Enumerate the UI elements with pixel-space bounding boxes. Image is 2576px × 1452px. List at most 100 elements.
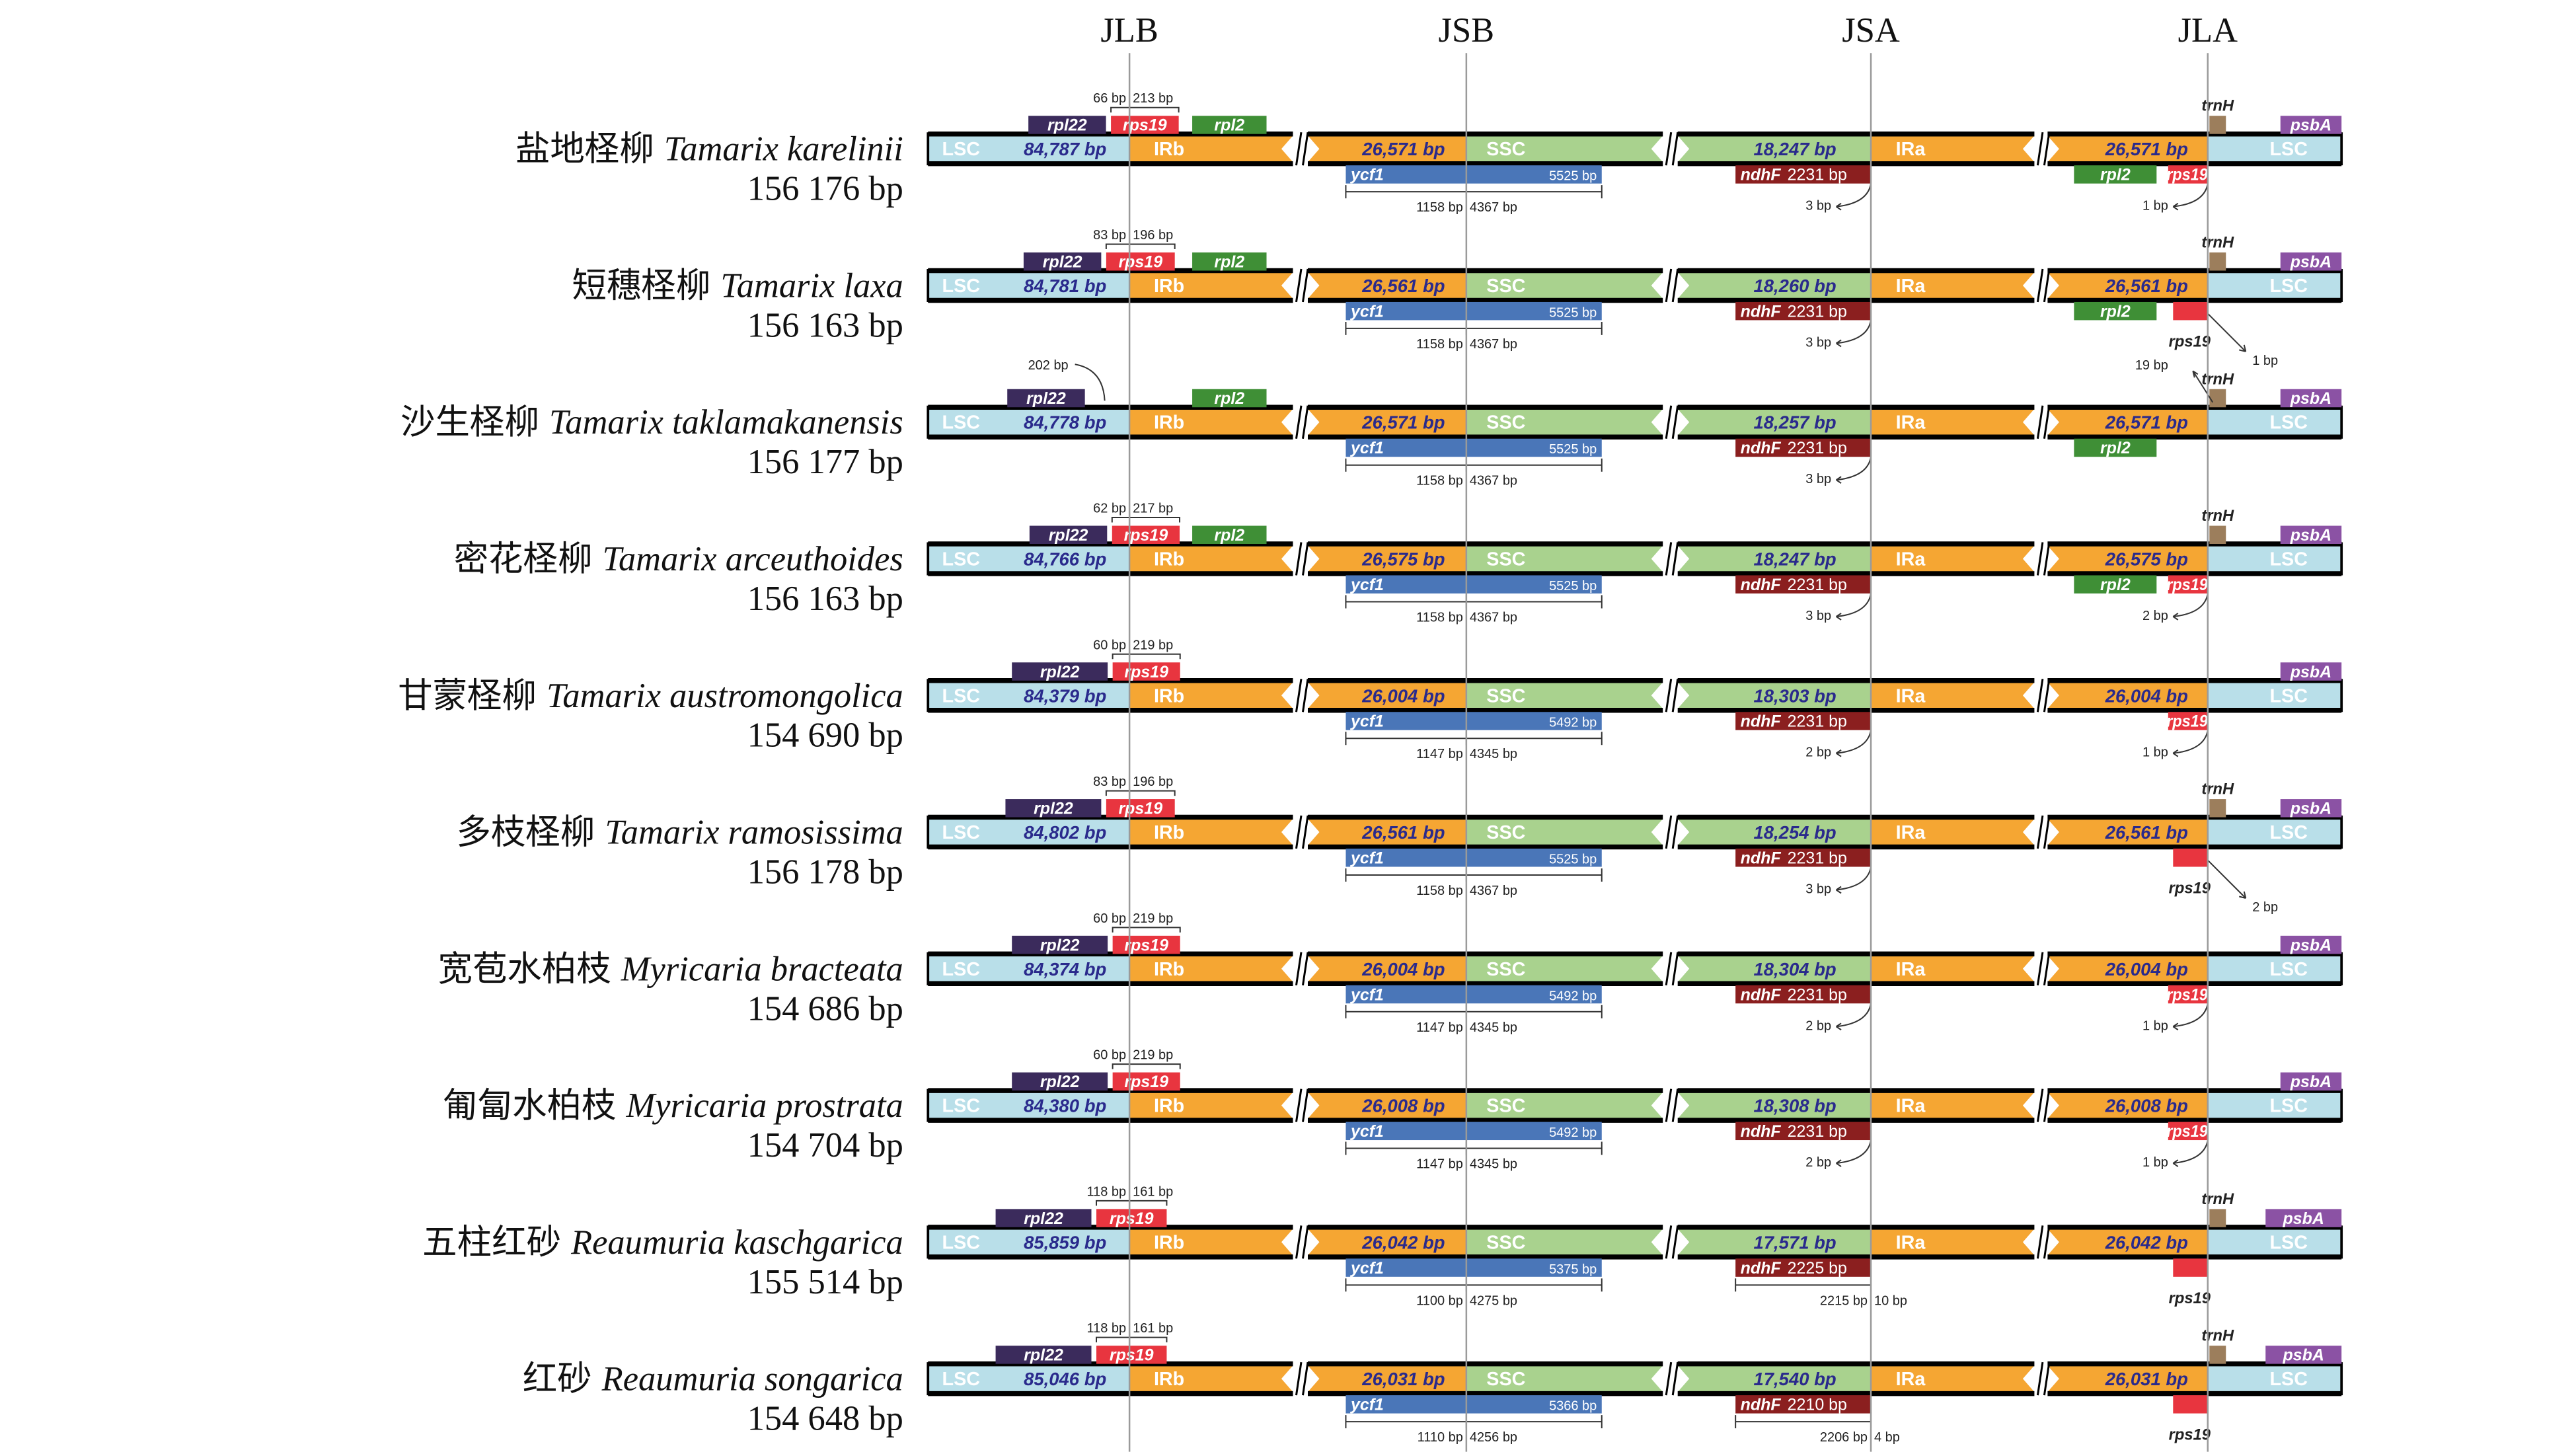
break-mark — [1295, 679, 1303, 712]
irb-region — [1129, 1092, 1293, 1119]
lsc-label: LSC — [942, 139, 980, 160]
gene-ycf1-label: ycf1 — [1349, 1122, 1384, 1141]
jlb-left-distance: 66 bp — [1093, 91, 1126, 106]
gene-ndhF — [1735, 438, 1872, 457]
irb-region — [1129, 135, 1293, 163]
gene-rps19-ira-label: rps19 — [2166, 712, 2208, 731]
genome-length: 154 648 bp — [747, 1400, 903, 1438]
ndhF-ir-part: 4 bp — [1874, 1430, 1900, 1445]
ira-region — [1871, 545, 2035, 572]
ycf1-ir-part: 4345 bp — [1470, 1157, 1517, 1172]
gene-rpl22-label: rpl22 — [1040, 663, 1080, 681]
irb-region-end — [1307, 1092, 1466, 1119]
species-chinese-name: 宽苞水柏枝 — [437, 950, 611, 988]
ssc-region-end — [1677, 408, 1872, 436]
jla-note-arrow — [2172, 1139, 2209, 1167]
gene-rps19-label: rps19 — [1124, 663, 1168, 681]
gene-ndhF-label: ndhF 2231 bp — [1741, 576, 1847, 594]
break-mark — [2043, 1361, 2051, 1396]
junction-label-jsb: JSB — [1439, 11, 1495, 50]
irb-label: IRb — [1154, 1096, 1184, 1117]
jlb-left-distance: 60 bp — [1093, 638, 1126, 652]
break-mark — [1665, 132, 1673, 166]
break-mark — [1665, 679, 1673, 712]
ssc-region-end — [1677, 682, 1872, 709]
ira-region — [1871, 819, 2035, 846]
break-mark — [1671, 952, 1679, 986]
gene-ndhF-length: 2231 bp — [1788, 576, 1847, 594]
ycf1-ssc-part: 1147 bp — [1416, 1157, 1463, 1172]
jlb-right-distance: 196 bp — [1133, 228, 1173, 243]
lsc-label-right: LSC — [2270, 412, 2308, 434]
ssc-size: 18,260 bp — [1753, 276, 1836, 296]
gene-rps19 — [1112, 935, 1180, 954]
gene-ycf1 — [1345, 438, 1602, 457]
ira-region-end — [2047, 1229, 2208, 1256]
lsc-label-right: LSC — [2270, 139, 2308, 160]
irb-size: 26,561 bp — [1361, 822, 1445, 843]
genome-length: 156 163 bp — [747, 306, 903, 344]
species-chinese-name: 匍匐水柏枝 — [443, 1087, 616, 1125]
gene-ndhF-label: ndhF 2210 bp — [1741, 1396, 1847, 1414]
gene-rps19-label: rps19 — [1110, 1346, 1154, 1365]
ssc-size: 18,247 bp — [1753, 549, 1836, 569]
gene-rpl22-label: rpl22 — [1047, 116, 1087, 135]
gene-rps19-label: rps19 — [1110, 1209, 1154, 1228]
gene-rps19-ira — [2168, 985, 2208, 1004]
ira-region — [1871, 682, 2035, 709]
gene-ndhF-length: 2231 bp — [1788, 712, 1847, 731]
ssc-size: 18,247 bp — [1753, 139, 1836, 159]
ssc-region-start — [1466, 135, 1663, 163]
gene-trnH — [2209, 389, 2226, 408]
ira-size: 26,008 bp — [2105, 1096, 2188, 1116]
lsc-region-right — [2207, 272, 2342, 299]
break-mark — [1671, 1361, 1679, 1396]
break-mark — [1295, 1089, 1303, 1122]
irb-size: 26,561 bp — [1361, 276, 1445, 296]
gene-ndhF-length: 2231 bp — [1788, 166, 1847, 184]
ssc-size: 18,303 bp — [1753, 685, 1836, 706]
ssc-region-start — [1466, 682, 1663, 709]
gene-psbA-label: psbA — [2290, 1073, 2331, 1091]
gene-rps19-ira — [2173, 301, 2208, 321]
gene-ndhF — [1735, 985, 1872, 1004]
ycf1-scale-bar — [1345, 1005, 1603, 1018]
gene-rps19-label: rps19 — [1118, 252, 1162, 271]
gene-ycf1-label: ycf1 — [1349, 712, 1384, 731]
break-mark — [1302, 1361, 1309, 1396]
break-mark — [2043, 1089, 2051, 1122]
gene-rpl2-ira — [2074, 438, 2157, 457]
gene-ycf1 — [1345, 1122, 1602, 1141]
irb-region — [1129, 1365, 1293, 1393]
jlb-note: 202 bp — [1028, 358, 1069, 373]
break-mark — [1665, 1089, 1673, 1122]
ssc-size: 17,571 bp — [1753, 1232, 1836, 1252]
lsc-size: 85,859 bp — [1024, 1232, 1106, 1252]
ssc-region-start — [1466, 545, 1663, 572]
gene-rps19-label: rps19 — [1124, 1073, 1168, 1091]
ssc-region-start — [1466, 1092, 1663, 1119]
break-mark — [1671, 132, 1679, 166]
ira-size: 26,031 bp — [2105, 1369, 2188, 1389]
gene-ndhF-label: ndhF 2231 bp — [1741, 439, 1847, 457]
gene-ndhF-name: ndhF — [1741, 302, 1782, 321]
ndhF-note: 3 bp — [1805, 882, 1831, 896]
gene-rps19-ira — [2168, 712, 2208, 730]
break-mark — [2036, 1361, 2044, 1396]
ira-region-end — [2047, 1365, 2208, 1393]
break-mark — [2036, 268, 2044, 303]
gene-psbA — [2280, 525, 2342, 545]
break-mark — [2043, 268, 2051, 303]
jla-note: 1 bp — [2142, 745, 2168, 760]
break-mark — [1671, 679, 1679, 712]
break-mark — [2036, 405, 2044, 439]
ndhF-ssc-part: 2206 bp — [1820, 1430, 1868, 1445]
irb-label: IRb — [1154, 412, 1184, 434]
lsc-region-left — [928, 272, 1130, 299]
break-mark — [2043, 815, 2051, 849]
ira-label: IRa — [1896, 1096, 1926, 1117]
